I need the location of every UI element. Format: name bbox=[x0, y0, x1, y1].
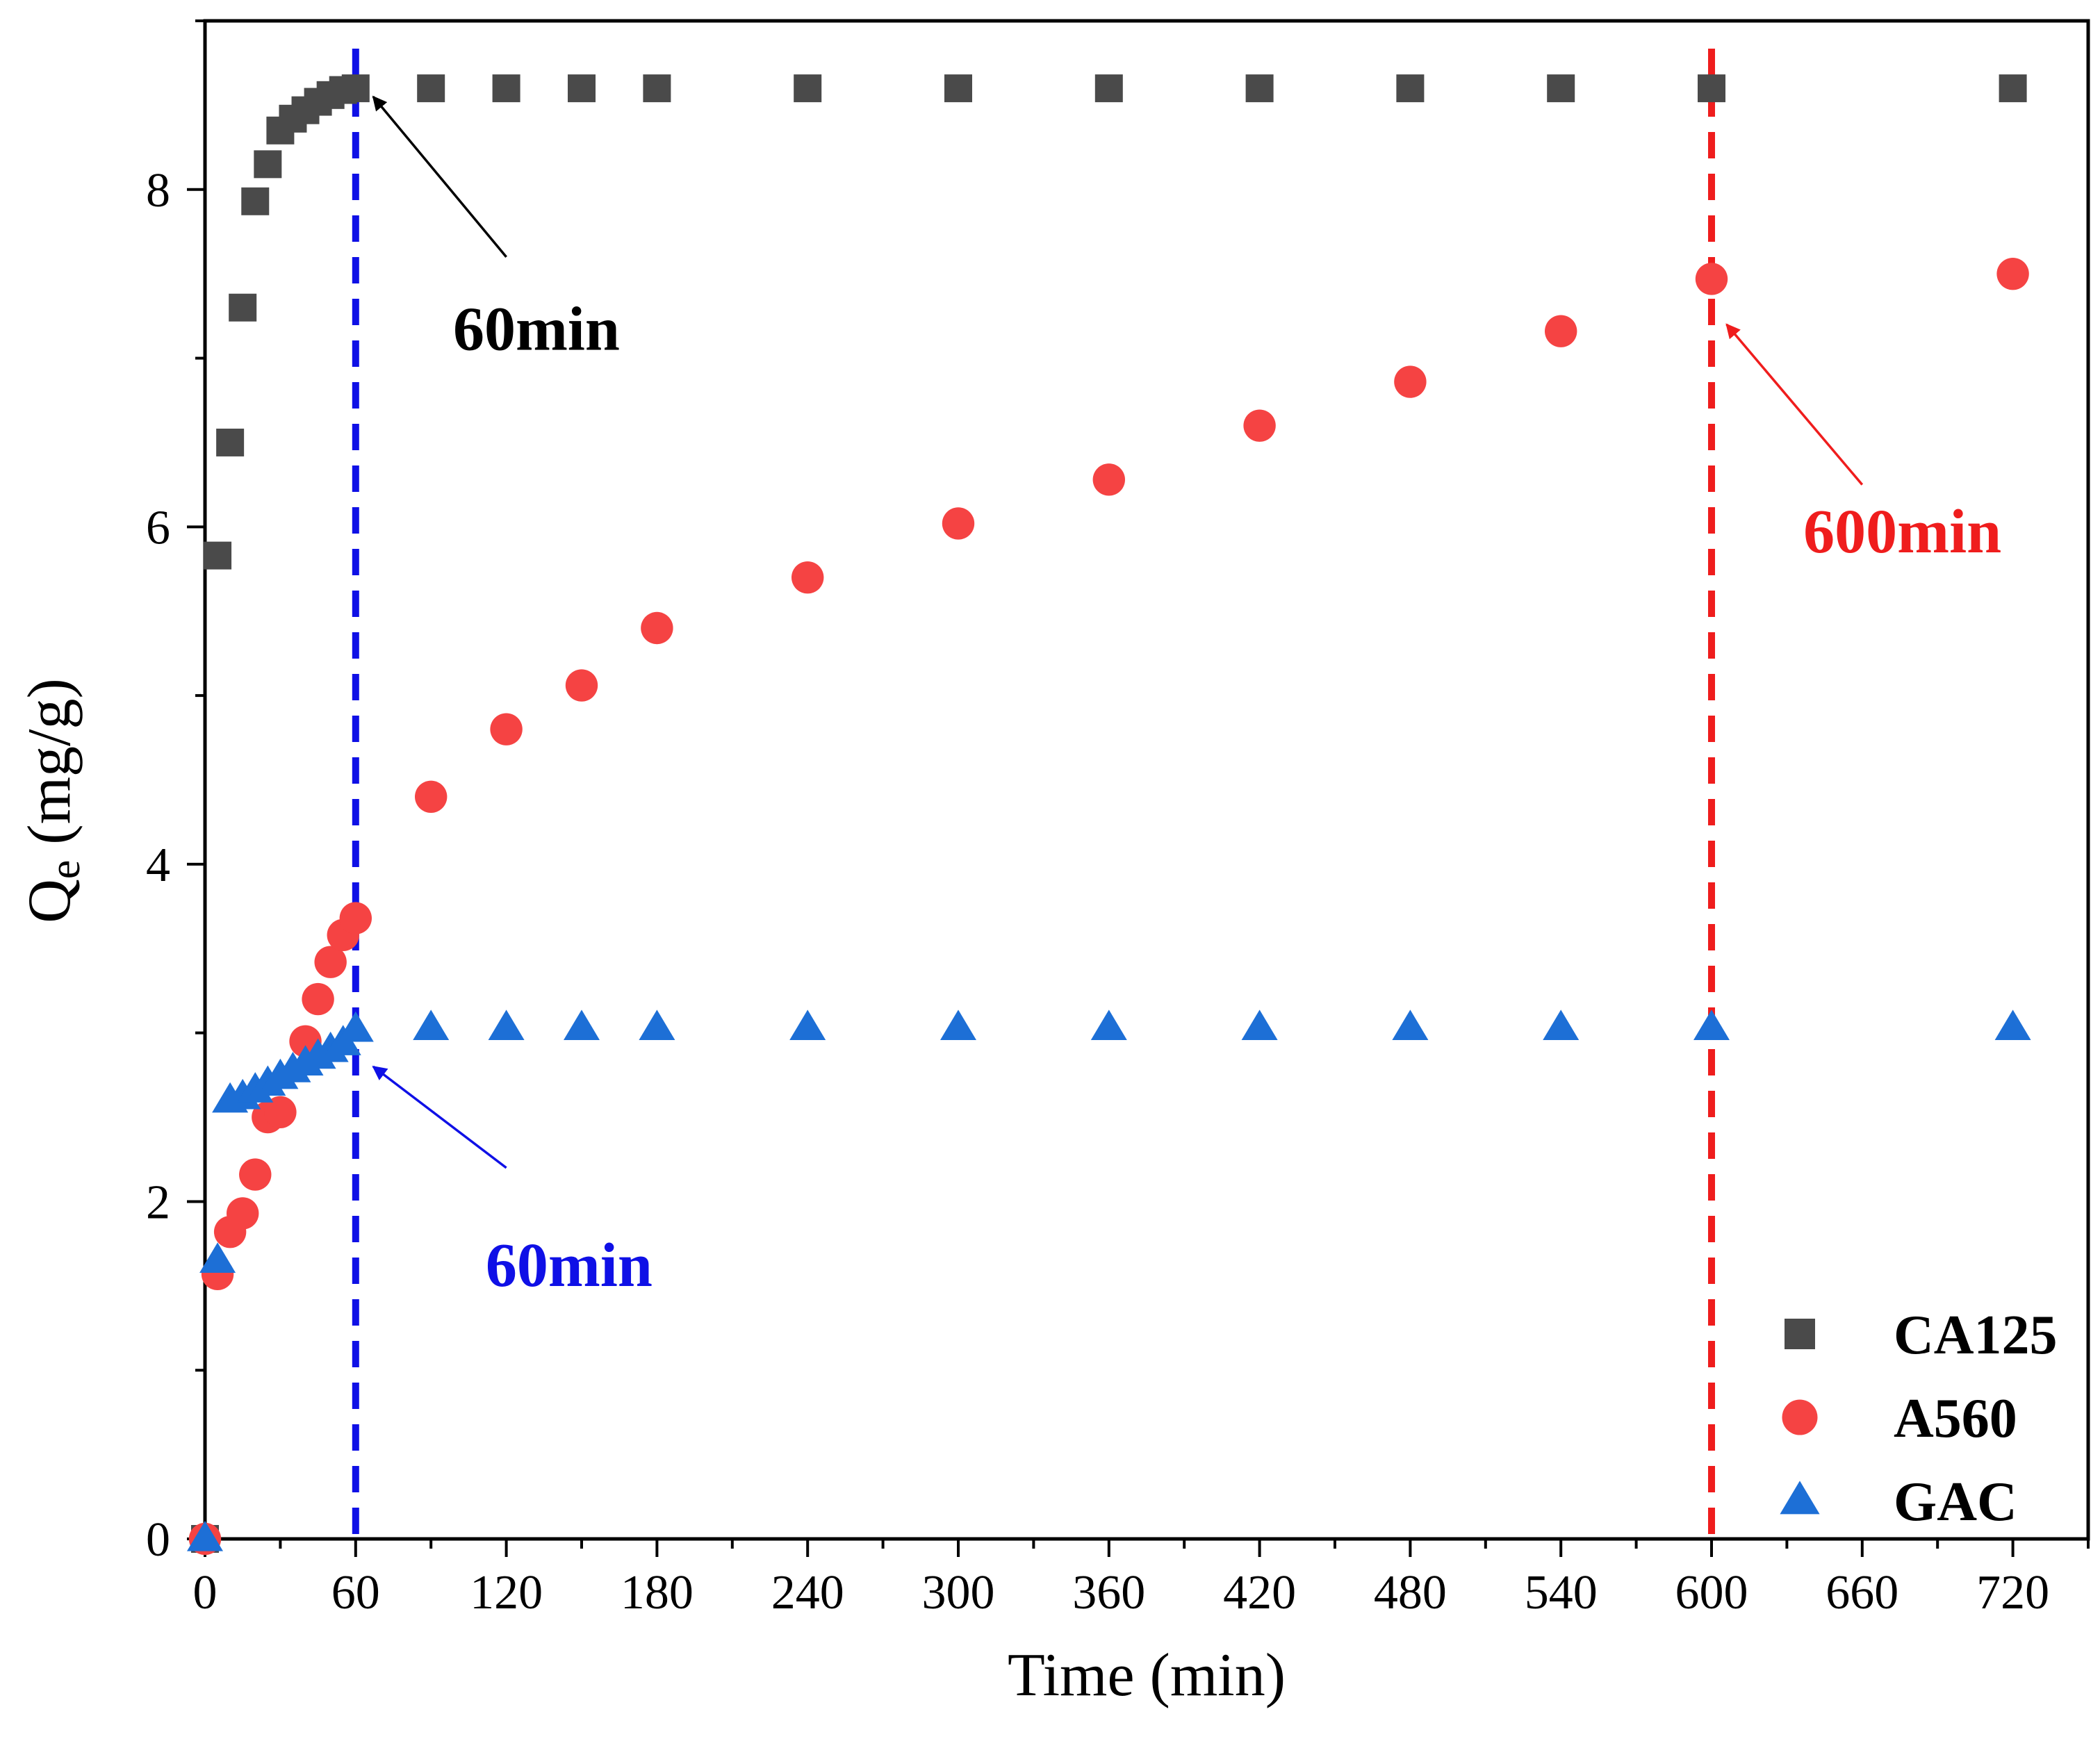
gac-point bbox=[187, 1520, 223, 1551]
y-axis-title: Qe (mg/g) bbox=[16, 678, 89, 923]
ca125-point bbox=[1547, 74, 1575, 103]
a560-point bbox=[1996, 257, 2029, 290]
x-tick-label: 120 bbox=[470, 1566, 543, 1619]
legend-label-gac: GAC bbox=[1894, 1472, 2017, 1533]
ca125-point bbox=[229, 293, 257, 322]
a560-point bbox=[1243, 409, 1276, 442]
y-axis-title-unit: (mg/g) bbox=[16, 678, 83, 860]
x-tick-label: 540 bbox=[1525, 1566, 1598, 1619]
x-tick-label: 720 bbox=[1976, 1566, 2049, 1619]
data-points bbox=[187, 74, 2031, 1556]
gac-point bbox=[1241, 1009, 1278, 1041]
axes: 0 60 120 180 240 300 360 420 480 540 600 660 720 0 2 4 6… bbox=[146, 19, 2090, 1619]
x-tick-label: 660 bbox=[1826, 1566, 1898, 1619]
ca125-point bbox=[1396, 74, 1425, 103]
x-tick-label: 0 bbox=[193, 1566, 218, 1619]
y-tick-label: 4 bbox=[146, 839, 170, 892]
ca125-point bbox=[254, 150, 282, 179]
annotation-arrow bbox=[372, 1065, 507, 1169]
ca125-point bbox=[492, 74, 520, 103]
ca125-point bbox=[1245, 74, 1274, 103]
a560-point bbox=[415, 780, 448, 813]
a560-point bbox=[641, 611, 673, 645]
ca125-point bbox=[341, 74, 370, 103]
x-tick-label: 360 bbox=[1072, 1566, 1145, 1619]
annotation-label: 60min bbox=[453, 295, 620, 363]
ca125-point bbox=[1999, 74, 2027, 103]
a560-point bbox=[791, 561, 824, 594]
annotation-arrow bbox=[1725, 323, 1864, 486]
ca125-point bbox=[944, 74, 972, 103]
annotation-label: 60min bbox=[486, 1231, 653, 1300]
ca125-point bbox=[568, 74, 596, 103]
a560-point bbox=[339, 902, 372, 934]
y-axis-title-main: Q bbox=[16, 879, 83, 923]
ca125-point bbox=[643, 74, 671, 103]
y-tick-label: 2 bbox=[146, 1176, 170, 1229]
annotations: 60min 60min 600min bbox=[372, 95, 2001, 1300]
ca125-point bbox=[1698, 74, 1725, 103]
a560-point bbox=[942, 507, 975, 540]
ca125-point bbox=[216, 428, 245, 456]
a560-point bbox=[264, 1096, 297, 1128]
gac-point bbox=[1090, 1009, 1127, 1041]
y-tick-label: 8 bbox=[146, 164, 170, 217]
reference-lines bbox=[352, 49, 1715, 1539]
a560-point bbox=[565, 669, 598, 702]
a560-point bbox=[239, 1158, 272, 1191]
x-tick-label: 600 bbox=[1675, 1566, 1748, 1619]
plot-frame bbox=[203, 19, 2090, 1541]
legend-label-a560: A560 bbox=[1894, 1388, 2017, 1449]
gac-point bbox=[488, 1009, 525, 1041]
legend: CA125 A560 GAC bbox=[1780, 1305, 2058, 1533]
ca125-point bbox=[241, 187, 270, 215]
ca125-point bbox=[417, 74, 445, 103]
series-a560 bbox=[188, 257, 2029, 1556]
x-tick-label: 240 bbox=[771, 1566, 844, 1619]
y-axis-title-subscript: e bbox=[42, 860, 89, 880]
a560-point bbox=[227, 1197, 259, 1230]
ca125-point bbox=[1094, 74, 1123, 103]
a560-point bbox=[314, 946, 347, 978]
y-tick-label: 6 bbox=[146, 501, 170, 554]
annotation-label: 600min bbox=[1803, 497, 2001, 566]
gac-point bbox=[337, 1011, 374, 1042]
legend-marker-gac bbox=[1780, 1481, 1820, 1515]
series-gac bbox=[187, 1009, 2031, 1551]
gac-point bbox=[564, 1009, 600, 1041]
ca125-point bbox=[204, 541, 232, 570]
annotation-arrow bbox=[372, 95, 507, 258]
x-tick-label: 60 bbox=[331, 1566, 380, 1619]
gac-point bbox=[413, 1009, 450, 1041]
y-tick-label: 0 bbox=[146, 1513, 170, 1567]
ca125-point bbox=[794, 74, 822, 103]
a560-point bbox=[1545, 315, 1577, 347]
gac-point bbox=[199, 1242, 236, 1273]
gac-point bbox=[1543, 1009, 1580, 1041]
x-tick-label: 480 bbox=[1374, 1566, 1447, 1619]
a560-point bbox=[1695, 263, 1728, 295]
gac-point bbox=[1994, 1009, 2031, 1041]
a560-point bbox=[490, 713, 523, 745]
legend-marker-ca125 bbox=[1785, 1319, 1815, 1349]
legend-marker-a560 bbox=[1782, 1399, 1818, 1435]
gac-point bbox=[940, 1009, 976, 1041]
gac-point bbox=[639, 1009, 675, 1041]
x-axis-title: Time (min) bbox=[1008, 1642, 1286, 1709]
gac-point bbox=[1693, 1009, 1730, 1041]
x-tick-label: 420 bbox=[1223, 1566, 1296, 1619]
a560-point bbox=[302, 982, 334, 1016]
a560-point bbox=[1092, 463, 1126, 496]
x-tick-label: 300 bbox=[922, 1566, 995, 1619]
gac-point bbox=[1392, 1009, 1429, 1041]
legend-label-ca125: CA125 bbox=[1894, 1305, 2058, 1366]
a560-point bbox=[1394, 365, 1427, 398]
gac-point bbox=[789, 1009, 826, 1041]
x-tick-label: 180 bbox=[621, 1566, 694, 1619]
